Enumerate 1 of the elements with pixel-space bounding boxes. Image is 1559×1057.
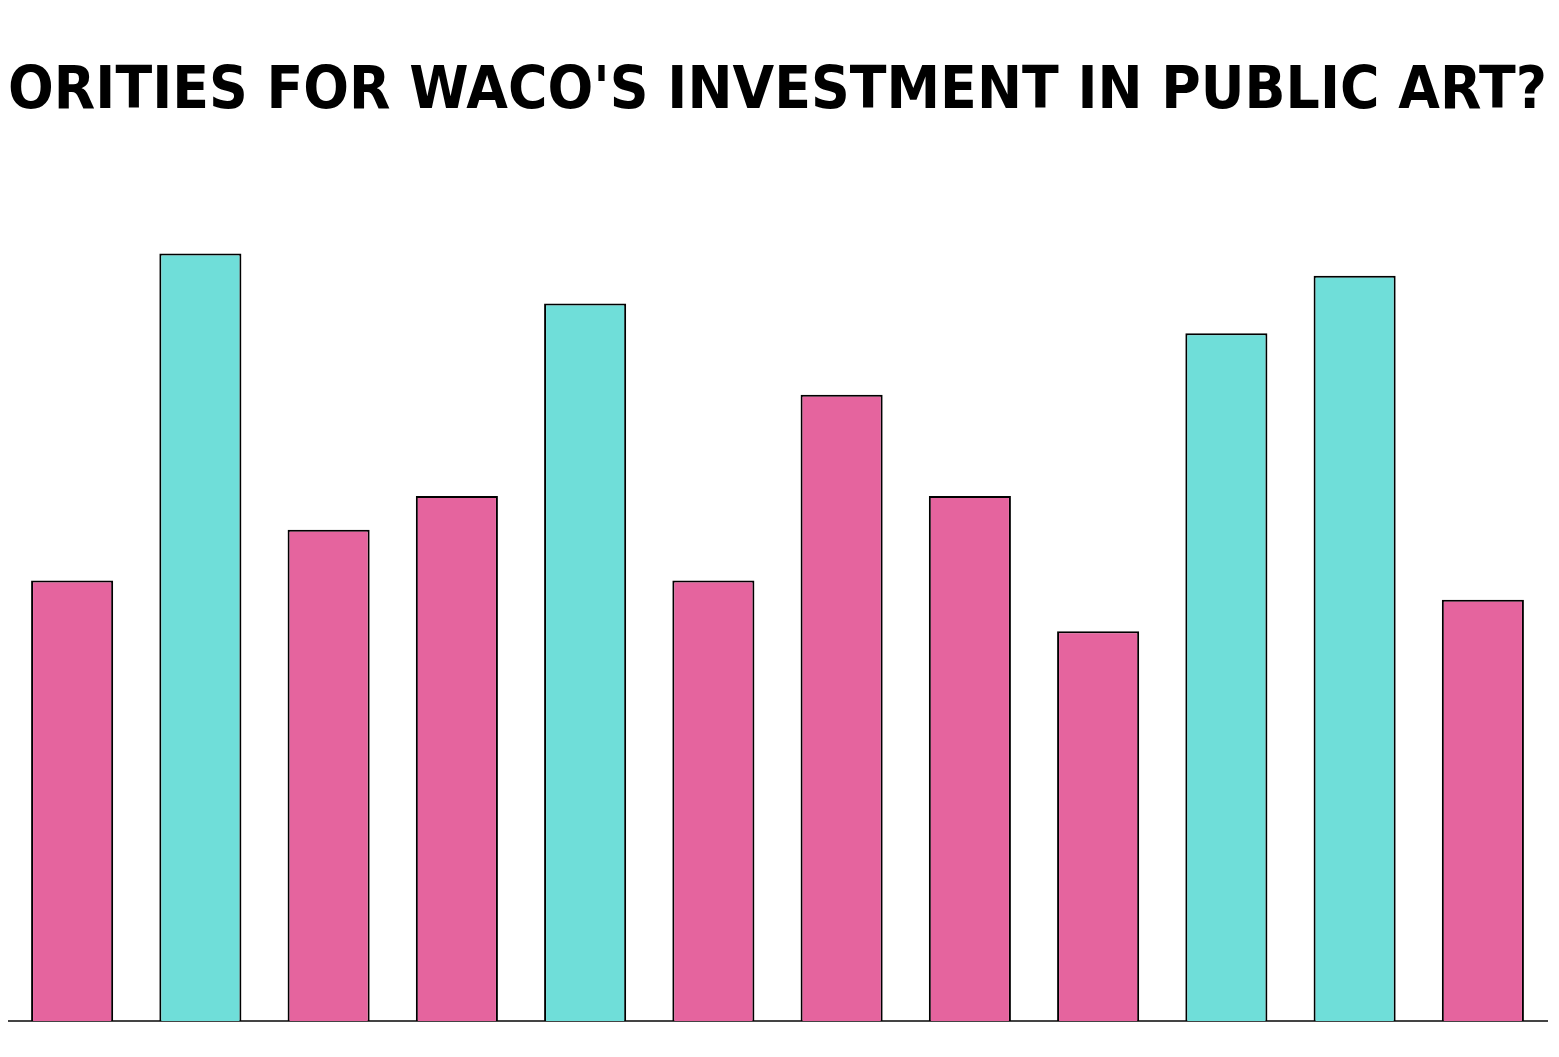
chart-title: ORITIES FOR WACO'S INVESTMENT IN PUBLIC ART? <box>8 53 1547 122</box>
